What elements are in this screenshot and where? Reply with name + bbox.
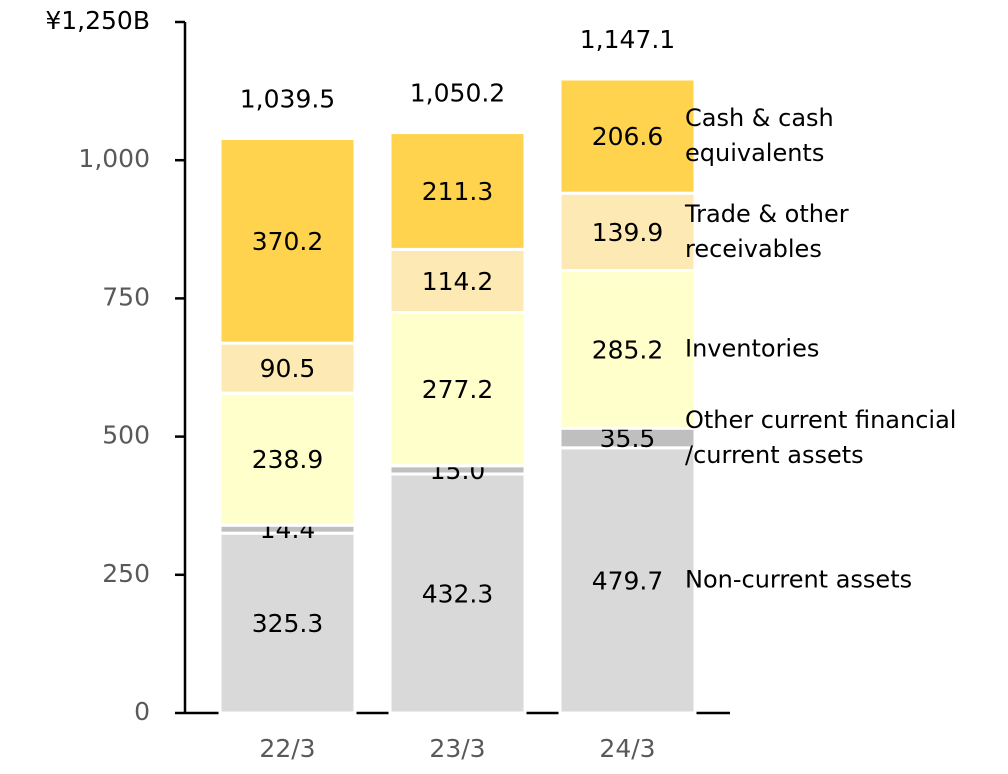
- bar-segment: [558, 269, 697, 430]
- legend-label: Cash & cash equivalents: [685, 104, 834, 168]
- legend-label: Inventories: [685, 334, 820, 363]
- value-label: 206.6: [592, 122, 664, 151]
- bar-segment: [388, 310, 527, 468]
- bar-segment: [388, 131, 527, 251]
- value-label: 285.2: [592, 335, 664, 364]
- bar-segment: [218, 341, 357, 395]
- total-label: 1,039.5: [240, 84, 335, 113]
- bar-segment: [218, 531, 357, 715]
- y-tick-label: 250: [102, 559, 150, 588]
- value-label: 211.3: [422, 177, 494, 206]
- bar-segment: [558, 77, 697, 195]
- legend-label: Non-current assets: [685, 565, 913, 594]
- value-label: 277.2: [422, 375, 494, 404]
- x-tick-label: 24/3: [599, 734, 655, 763]
- value-label: 238.9: [252, 445, 324, 474]
- value-label: 432.3: [422, 580, 494, 609]
- x-tick-label: 23/3: [429, 734, 485, 763]
- x-tick-label: 22/3: [259, 734, 315, 763]
- value-label: 325.3: [252, 609, 324, 638]
- y-tick-label: ¥1,250B: [45, 6, 150, 35]
- value-label: 90.5: [260, 354, 316, 383]
- bar-segment: [218, 391, 357, 527]
- value-label: 139.9: [592, 218, 664, 247]
- value-label: 370.2: [252, 227, 324, 256]
- y-tick-label: 1,000: [78, 144, 150, 173]
- value-label: 479.7: [592, 566, 664, 595]
- value-label: 114.2: [422, 267, 494, 296]
- y-tick-label: 750: [102, 282, 150, 311]
- y-tick-label: 500: [102, 421, 150, 450]
- legend-label: Other current financial /current assets: [685, 406, 957, 469]
- total-label: 1,147.1: [580, 25, 675, 54]
- bar-segment: [388, 247, 527, 314]
- y-tick-label: 0: [134, 697, 150, 726]
- bar-segment: [218, 136, 357, 345]
- total-label: 1,050.2: [410, 78, 505, 107]
- bar-segment: [388, 472, 527, 715]
- legend-label: Trade & other receivables: [685, 199, 849, 263]
- bar-segment: [558, 191, 697, 273]
- bar-segment: [558, 446, 697, 715]
